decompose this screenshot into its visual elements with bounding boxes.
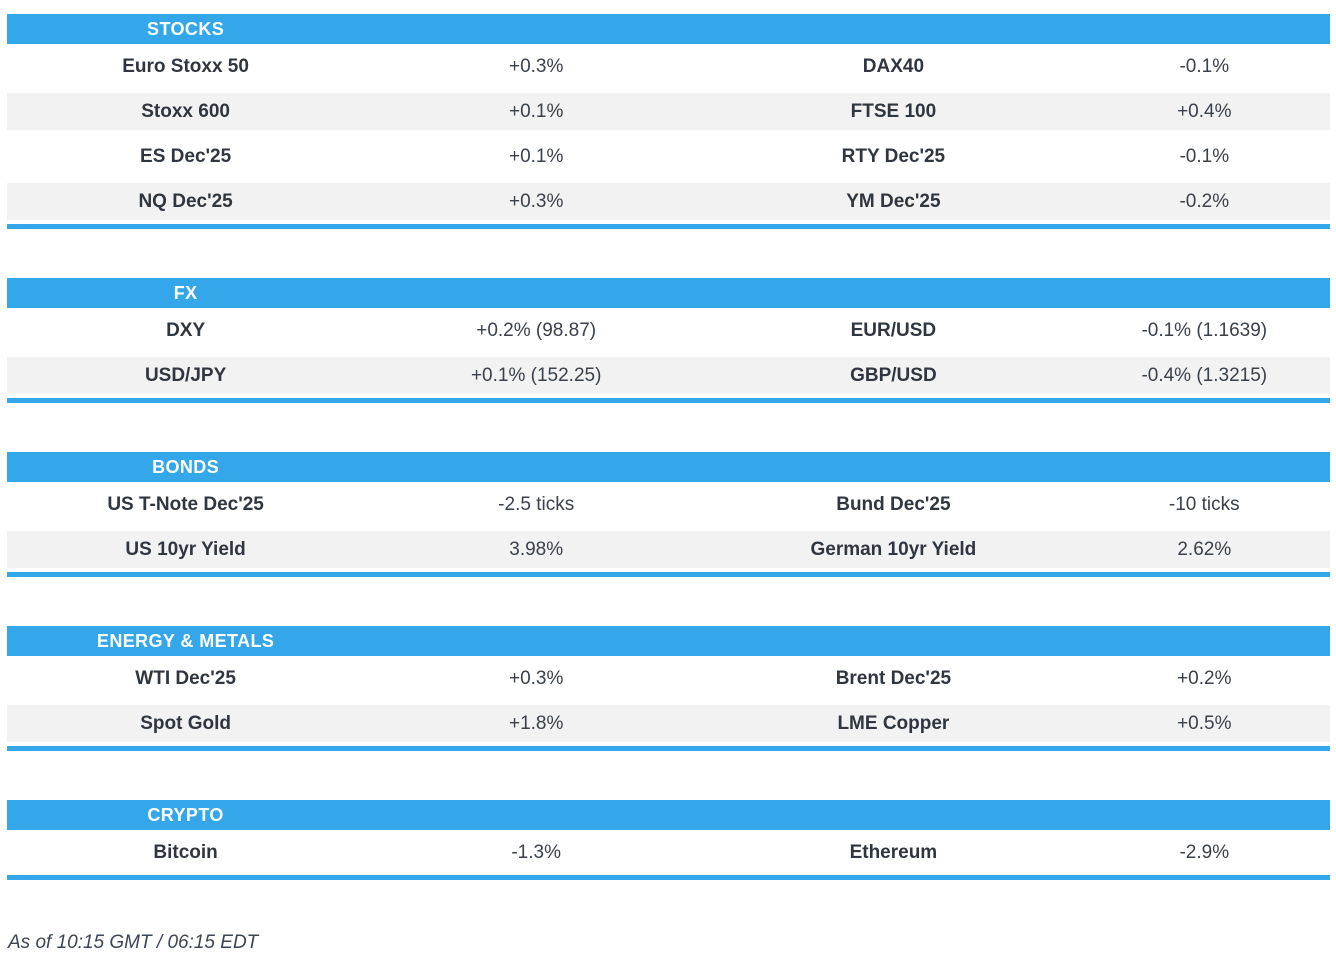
section-title: BONDS — [152, 456, 220, 477]
instrument-name-left: WTI Dec'25 — [135, 667, 236, 689]
instrument-name-left: Spot Gold — [140, 712, 231, 734]
instrument-name-right: FTSE 100 — [850, 100, 937, 122]
instrument-value-right: -0.4% (1.3215) — [1141, 364, 1268, 386]
section-title: CRYPTO — [147, 804, 224, 825]
instrument-value-right: -10 ticks — [1168, 493, 1240, 515]
instrument-value-right: +0.2% — [1177, 667, 1232, 689]
market-section-energy-metals: ENERGY & METALS WTI Dec'25 +0.3% Brent D… — [7, 626, 1330, 751]
section-accent-line — [7, 224, 1330, 229]
instrument-name-right: Bund Dec'25 — [836, 493, 951, 515]
table-row: Euro Stoxx 50 +0.3% DAX40 -0.1% — [7, 44, 1330, 89]
section-header-bonds: BONDS — [7, 452, 1330, 482]
section-header-stocks: STOCKS — [7, 14, 1330, 44]
instrument-value-left: 3.98% — [509, 538, 564, 560]
instrument-name-left: NQ Dec'25 — [138, 190, 233, 212]
instrument-value-right: +0.5% — [1177, 712, 1232, 734]
table-row: Spot Gold +1.8% LME Copper +0.5% — [7, 701, 1330, 746]
instrument-value-right: -0.2% — [1179, 190, 1230, 212]
instrument-name-left: DXY — [166, 319, 206, 341]
instrument-name-left: Stoxx 600 — [141, 100, 230, 122]
section-accent-line — [7, 398, 1330, 403]
instrument-name-left: ES Dec'25 — [140, 145, 232, 167]
instrument-value-left: +0.3% — [508, 190, 564, 212]
market-section-fx: FX DXY +0.2% (98.87) EUR/USD -0.1% (1.16… — [7, 278, 1330, 403]
instrument-value-left: -1.3% — [511, 841, 561, 863]
section-header-crypto: CRYPTO — [7, 800, 1330, 830]
section-rows: Euro Stoxx 50 +0.3% DAX40 -0.1% Stoxx 60… — [7, 44, 1330, 224]
section-accent-line — [7, 746, 1330, 751]
instrument-name-left: Bitcoin — [153, 841, 218, 863]
instrument-name-left: USD/JPY — [144, 364, 227, 386]
table-row: WTI Dec'25 +0.3% Brent Dec'25 +0.2% — [7, 656, 1330, 701]
section-title: FX — [173, 282, 198, 303]
table-row: US 10yr Yield 3.98% German 10yr Yield 2.… — [7, 527, 1330, 572]
instrument-name-right: EUR/USD — [850, 319, 937, 341]
instrument-name-right: RTY Dec'25 — [841, 145, 946, 167]
instrument-value-left: +0.3% — [508, 55, 564, 77]
instrument-value-right: -2.9% — [1179, 841, 1230, 863]
section-rows: WTI Dec'25 +0.3% Brent Dec'25 +0.2% Spot… — [7, 656, 1330, 746]
instrument-name-right: Brent Dec'25 — [835, 667, 952, 689]
table-row: US T-Note Dec'25 -2.5 ticks Bund Dec'25 … — [7, 482, 1330, 527]
as-of-timestamp: As of 10:15 GMT / 06:15 EDT — [8, 932, 259, 953]
instrument-value-left: +0.3% — [508, 667, 564, 689]
section-rows: US T-Note Dec'25 -2.5 ticks Bund Dec'25 … — [7, 482, 1330, 572]
instrument-name-right: German 10yr Yield — [810, 538, 977, 560]
table-row: USD/JPY +0.1% (152.25) GBP/USD -0.4% (1.… — [7, 353, 1330, 398]
sections-container: STOCKS Euro Stoxx 50 +0.3% DAX40 -0.1% S… — [7, 14, 1330, 880]
instrument-value-right: -0.1% (1.1639) — [1141, 319, 1268, 341]
section-rows: DXY +0.2% (98.87) EUR/USD -0.1% (1.1639)… — [7, 308, 1330, 398]
instrument-value-left: +1.8% — [508, 712, 564, 734]
table-row: ES Dec'25 +0.1% RTY Dec'25 -0.1% — [7, 134, 1330, 179]
market-section-stocks: STOCKS Euro Stoxx 50 +0.3% DAX40 -0.1% S… — [7, 14, 1330, 229]
market-section-crypto: CRYPTO Bitcoin -1.3% Ethereum -2.9% — [7, 800, 1330, 880]
instrument-value-left: +0.1% — [508, 145, 564, 167]
section-title: ENERGY & METALS — [96, 630, 275, 651]
table-row: Stoxx 600 +0.1% FTSE 100 +0.4% — [7, 89, 1330, 134]
instrument-name-right: LME Copper — [837, 712, 950, 734]
instrument-value-left: +0.2% (98.87) — [476, 319, 597, 341]
market-section-bonds: BONDS US T-Note Dec'25 -2.5 ticks Bund D… — [7, 452, 1330, 577]
instrument-value-right: 2.62% — [1177, 538, 1232, 560]
instrument-value-right: -0.1% — [1179, 145, 1230, 167]
table-row: Bitcoin -1.3% Ethereum -2.9% — [7, 830, 1330, 875]
instrument-value-right: +0.4% — [1177, 100, 1232, 122]
instrument-value-left: +0.1% (152.25) — [470, 364, 602, 386]
instrument-value-right: -0.1% — [1179, 55, 1230, 77]
section-title: STOCKS — [147, 18, 225, 39]
instrument-name-right: GBP/USD — [850, 364, 937, 386]
section-header-fx: FX — [7, 278, 1330, 308]
instrument-name-left: US 10yr Yield — [125, 538, 246, 560]
instrument-name-right: YM Dec'25 — [846, 190, 941, 212]
instrument-name-left: Euro Stoxx 50 — [122, 55, 249, 77]
section-header-energy-metals: ENERGY & METALS — [7, 626, 1330, 656]
instrument-value-left: +0.1% — [508, 100, 564, 122]
instrument-name-left: US T-Note Dec'25 — [107, 493, 264, 515]
section-rows: Bitcoin -1.3% Ethereum -2.9% — [7, 830, 1330, 875]
section-accent-line — [7, 572, 1330, 577]
table-row: NQ Dec'25 +0.3% YM Dec'25 -0.2% — [7, 179, 1330, 224]
instrument-value-left: -2.5 ticks — [498, 493, 575, 515]
section-accent-line — [7, 875, 1330, 880]
table-row: DXY +0.2% (98.87) EUR/USD -0.1% (1.1639) — [7, 308, 1330, 353]
instrument-name-right: DAX40 — [862, 55, 925, 77]
instrument-name-right: Ethereum — [849, 841, 938, 863]
